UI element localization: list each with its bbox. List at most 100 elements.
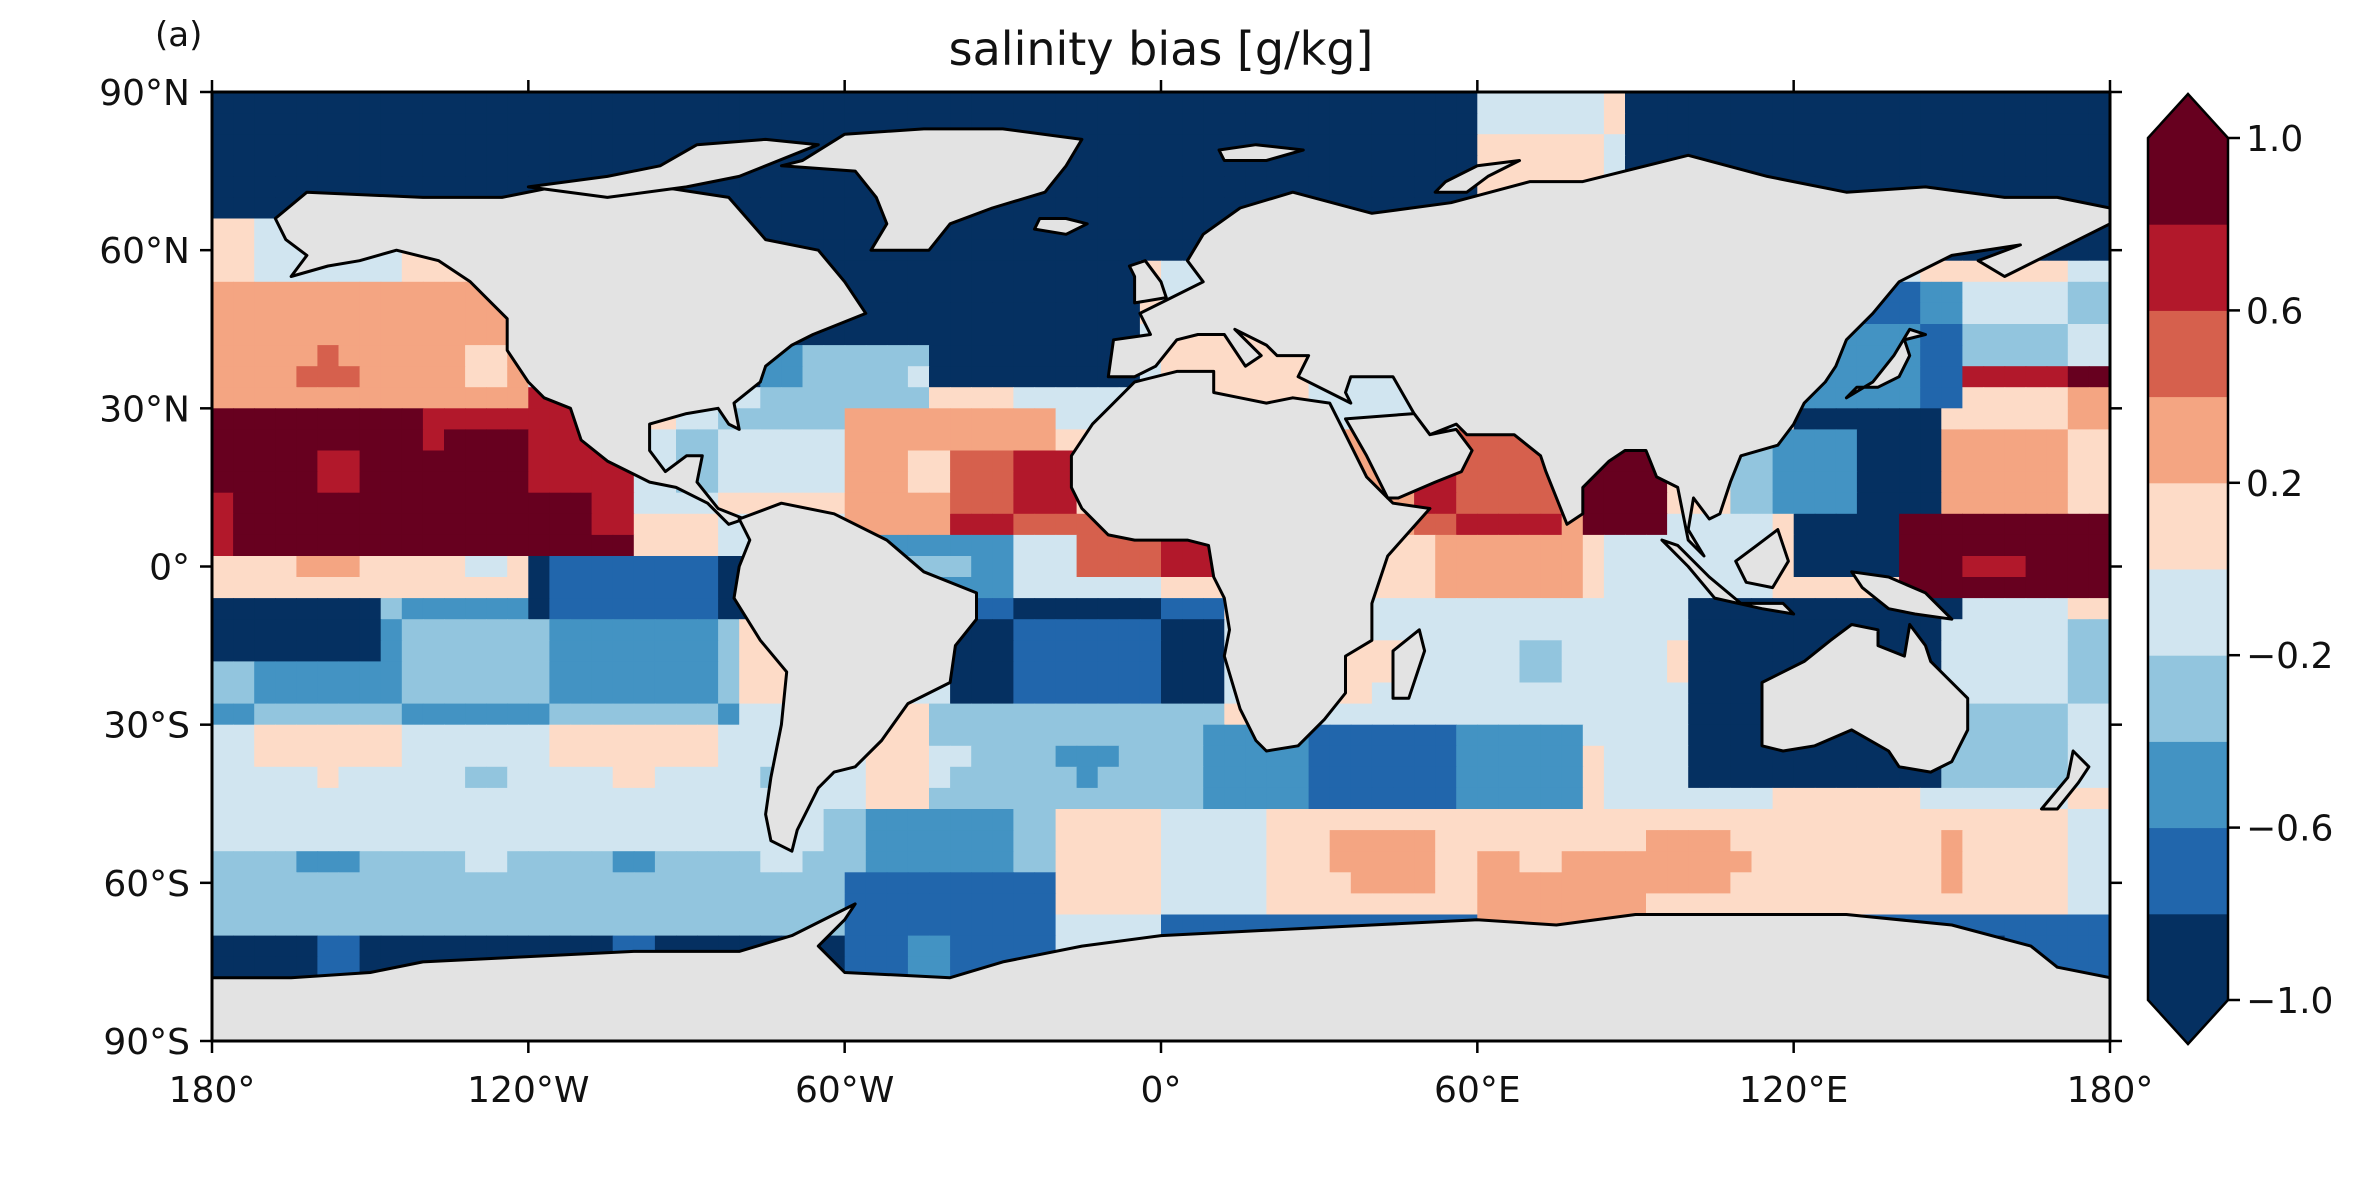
bias-cell — [676, 703, 698, 726]
bias-cell — [781, 176, 804, 199]
bias-cell — [1540, 745, 1563, 768]
bias-cell — [886, 387, 909, 409]
bias-cell — [507, 598, 529, 620]
colorbar-extend-max — [2148, 94, 2228, 138]
bias-cell — [570, 724, 593, 747]
bias-cell — [612, 682, 635, 705]
bias-cell — [254, 450, 276, 473]
bias-cell — [1371, 640, 1394, 662]
bias-cell — [1835, 366, 1858, 388]
bias-cell — [654, 661, 677, 684]
bias-cell — [359, 703, 382, 726]
bias-cell — [1076, 113, 1099, 135]
bias-cell — [1097, 218, 1120, 241]
land-greenland — [779, 127, 1084, 252]
bias-cell — [317, 809, 340, 831]
bias-cell — [507, 745, 529, 768]
bias-cell — [1055, 260, 1078, 283]
bias-cell — [1962, 345, 1985, 367]
bias-cell — [1076, 703, 1099, 726]
bias-cell — [570, 492, 593, 515]
bias-cell — [760, 724, 782, 747]
bias-cell — [1899, 134, 1921, 156]
bias-cell — [1730, 745, 1753, 768]
bias-cell — [1793, 619, 1816, 641]
bias-cell — [1308, 155, 1331, 177]
bias-cell — [1182, 556, 1204, 578]
bias-cell — [2088, 302, 2110, 325]
bias-cell — [1751, 471, 1774, 494]
bias-cell — [1477, 809, 1499, 831]
bias-cell — [570, 872, 593, 894]
bias-cell — [1540, 556, 1563, 578]
bias-cell — [1161, 745, 1183, 768]
bias-cell — [359, 935, 382, 958]
bias-cell — [254, 281, 276, 304]
bias-cell — [676, 429, 698, 452]
bias-cell — [591, 703, 614, 726]
bias-cell — [549, 830, 572, 852]
bias-cell — [1456, 682, 1478, 705]
bias-cell — [1435, 851, 1457, 873]
bias-cell — [612, 766, 635, 789]
bias-cell — [1730, 492, 1753, 515]
bias-cell — [486, 766, 508, 789]
bias-cell — [1139, 893, 1162, 916]
bias-cell — [465, 155, 487, 177]
bias-cell — [1456, 809, 1478, 831]
bias-cell — [1709, 872, 1731, 894]
bias-cell — [992, 92, 1014, 114]
bias-cell — [338, 661, 361, 684]
bias-cell — [212, 176, 234, 199]
bias-cell — [992, 935, 1014, 958]
bias-cell — [233, 661, 255, 684]
bias-cell — [1772, 619, 1795, 641]
bias-cell — [401, 661, 424, 684]
bias-cell — [1941, 556, 1963, 578]
bias-cell — [1603, 682, 1626, 705]
bias-cell — [1308, 766, 1331, 789]
bias-cell — [1013, 787, 1036, 810]
bias-cell — [444, 176, 466, 199]
bias-cell — [823, 492, 846, 515]
bias-cell — [338, 914, 361, 937]
bias-cell — [992, 324, 1014, 346]
bias-cell — [212, 408, 234, 430]
bias-cell — [1941, 851, 1963, 873]
land-new-zealand — [2040, 749, 2091, 811]
bias-cell — [1730, 787, 1753, 810]
bias-cell — [823, 345, 846, 367]
bias-cell — [2004, 155, 2027, 177]
bias-cell — [1308, 176, 1331, 199]
bias-cell — [844, 408, 867, 430]
bias-cell — [212, 851, 234, 873]
bias-cell — [465, 556, 487, 578]
bias-cell — [1540, 534, 1563, 557]
bias-cell — [1793, 429, 1816, 452]
bias-cell — [486, 492, 508, 515]
bias-cell — [697, 830, 719, 852]
bias-cell — [739, 830, 761, 852]
bias-cell — [380, 914, 403, 937]
bias-cell — [1561, 745, 1584, 768]
bias-cell — [992, 851, 1014, 873]
bias-cell — [718, 450, 740, 473]
bias-cell — [1498, 113, 1521, 135]
bias-cell — [1941, 155, 1963, 177]
bias-cell — [697, 893, 719, 916]
bias-cell — [1498, 809, 1521, 831]
bias-cell — [1856, 471, 1879, 494]
bias-cell — [275, 324, 297, 346]
bias-cell — [929, 703, 951, 726]
bias-cell — [1414, 682, 1436, 705]
bias-cell — [844, 851, 867, 873]
bias-cell — [401, 450, 424, 473]
land-novaya-zemlya — [1433, 159, 1521, 194]
bias-cell — [486, 640, 508, 662]
bias-cell — [1625, 893, 1647, 916]
bias-cell — [380, 640, 403, 662]
bias-cell — [1097, 851, 1120, 873]
bias-cell — [2046, 809, 2069, 831]
bias-cell — [992, 260, 1014, 283]
bias-cell — [1013, 429, 1036, 452]
